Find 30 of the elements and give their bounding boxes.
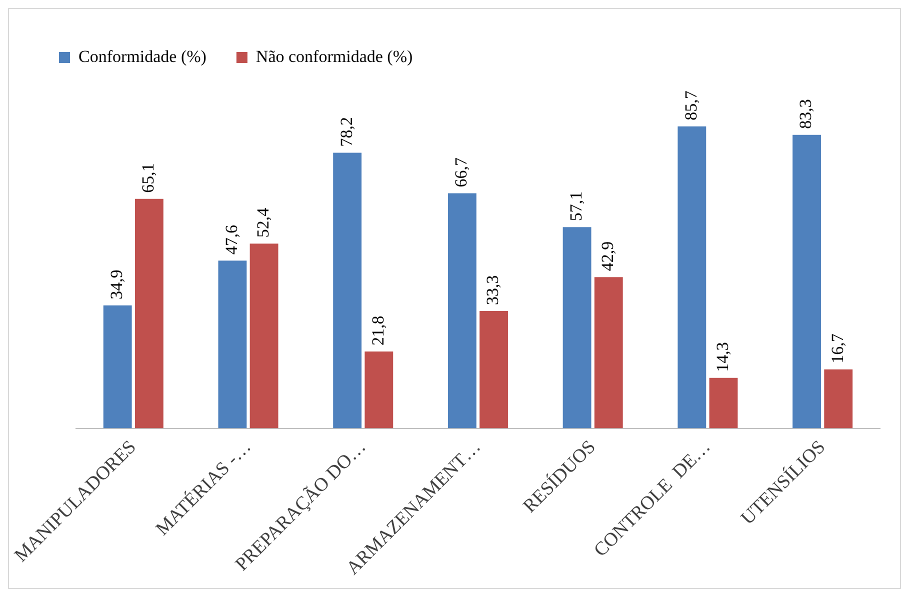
bar	[678, 126, 706, 428]
data-label: 42,9	[598, 241, 618, 272]
bar	[562, 227, 592, 428]
bar	[480, 310, 508, 428]
data-label: 85,7	[681, 90, 700, 120]
data-label: 66,7	[452, 157, 471, 188]
bar	[364, 351, 394, 428]
data-label: 52,4	[254, 207, 273, 238]
data-label: 14,3	[712, 342, 732, 372]
bar	[792, 134, 821, 428]
bar	[824, 369, 853, 428]
bar	[103, 305, 132, 428]
bar	[333, 152, 362, 428]
bar	[218, 260, 247, 428]
data-label: 16,7	[828, 333, 847, 364]
legend-label: Não conformidade (%)	[256, 46, 413, 66]
bar	[250, 244, 278, 428]
legend-label: Conformidade (%)	[78, 46, 206, 66]
bar	[594, 277, 623, 428]
data-label: 78,2	[336, 117, 356, 147]
data-label: 21,8	[368, 316, 388, 346]
bar	[134, 198, 164, 428]
bar	[448, 193, 476, 428]
data-label: 57,1	[566, 191, 586, 222]
data-label: 47,6	[222, 224, 241, 255]
data-label: 83,3	[796, 99, 816, 129]
data-label: 34,9	[107, 270, 126, 300]
data-label: 65,1	[138, 163, 158, 193]
bar	[709, 378, 738, 428]
data-label: 33,3	[483, 275, 502, 305]
